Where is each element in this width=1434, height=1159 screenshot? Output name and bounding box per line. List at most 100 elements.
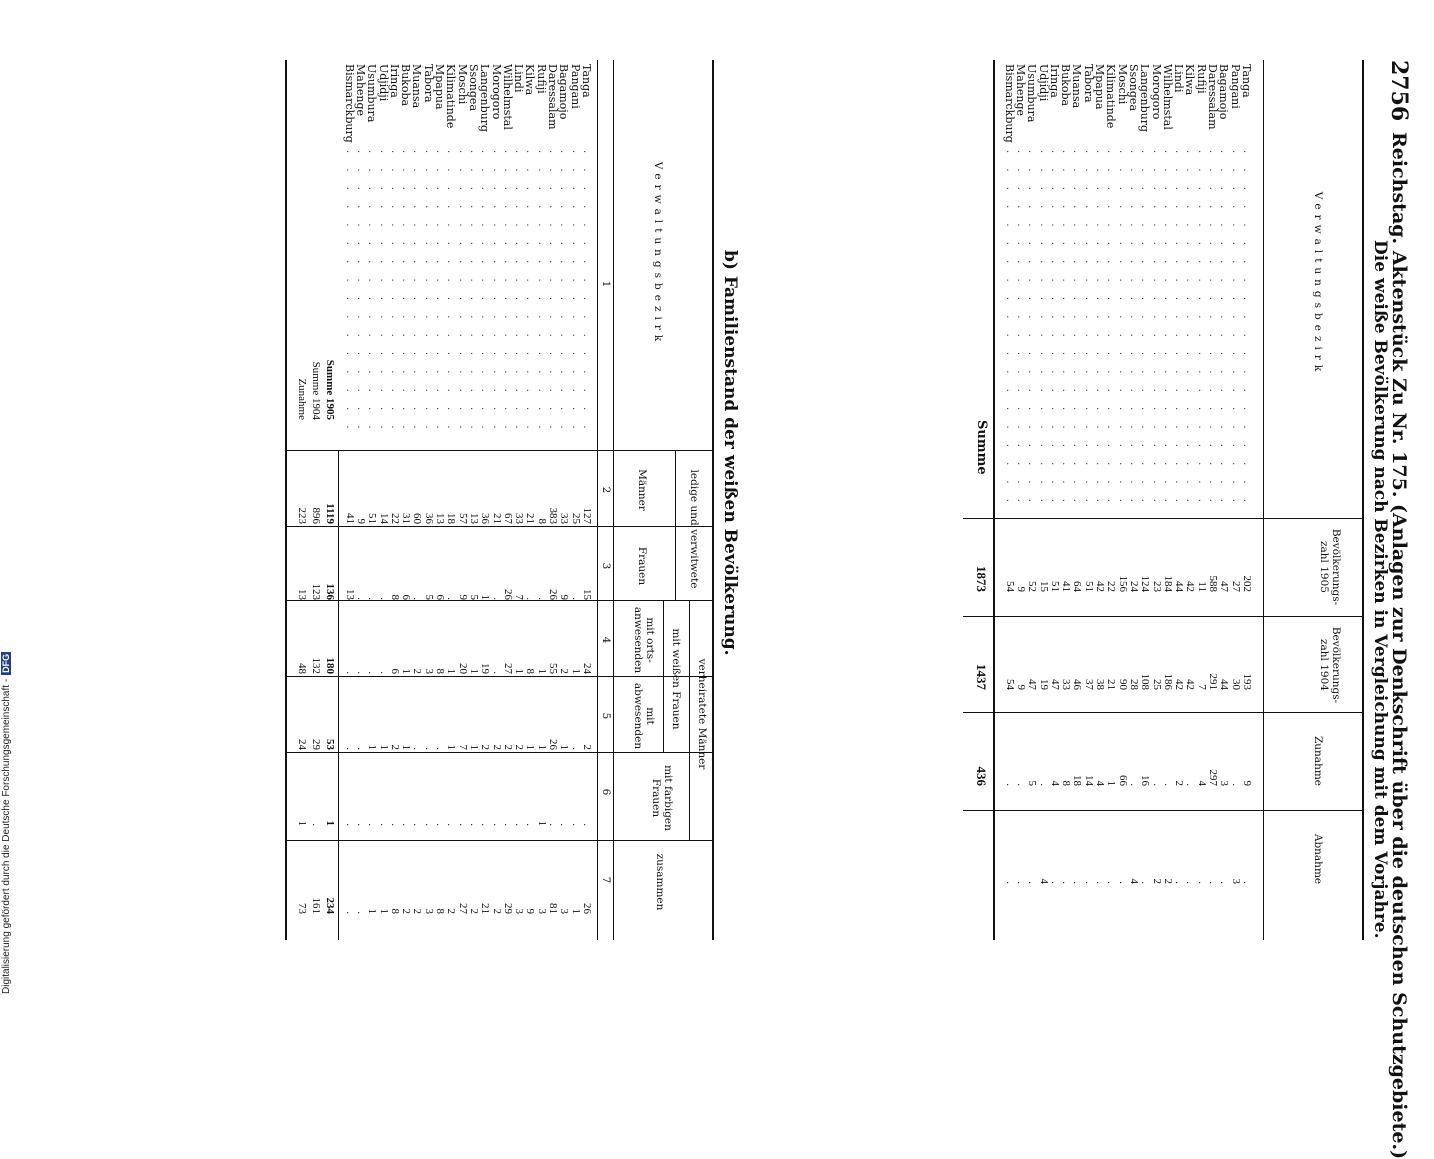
table-row: Bukoba. . . . . . . . . . . . . . . . . … (1059, 60, 1072, 940)
row-pop-1904: 7 (1195, 684, 1208, 691)
table-a-total-row: Summe 1873 1437 436 (974, 60, 989, 940)
row-leader-dots: . . . . . . . . . . . . . . . . . . . . … (400, 150, 412, 440)
row-total: 2 (400, 908, 413, 915)
row-district: Usumbura (1025, 64, 1039, 123)
table-row: Daressalam. . . . . . . . . . . . . . . … (1206, 60, 1219, 940)
row-present: . (377, 671, 390, 674)
row-total: 8 (388, 908, 401, 915)
row-men: 127 (581, 507, 593, 525)
table-b-header-colored: mit farbigen Frauen (650, 765, 674, 831)
row-district: Ssongea (467, 64, 480, 111)
row-colored: . (355, 823, 367, 826)
row-leader-dots: . . . . . . . . . . . . . . . . . . . . … (479, 150, 491, 440)
row-pop-1904: 47 (1026, 679, 1039, 690)
row-pop-1904: 25 (1150, 679, 1163, 690)
table-row: Moschi. . . . . . . . . . . . . . . . . … (456, 60, 469, 940)
row-pop-1904: 19 (1037, 679, 1050, 690)
row-women: . (411, 597, 424, 600)
row-absent: 2 (490, 744, 503, 751)
row-women: 5 (468, 594, 480, 601)
row-pop-1904: 37 (1082, 679, 1095, 690)
table-row: Wilhelmstal. . . . . . . . . . . . . . .… (500, 60, 514, 940)
row-decrease: . (1026, 881, 1039, 884)
row-increase: 2 (1173, 780, 1186, 787)
row-increase: . (1128, 783, 1140, 786)
row-men: 13 (468, 513, 480, 524)
row-increase: 1 (1105, 780, 1118, 787)
table-b-header-district: Verwaltungsbezirk (652, 161, 664, 347)
row-women: . (524, 597, 537, 600)
row-colored: . (456, 823, 469, 826)
row-decrease: 3 (1229, 878, 1242, 885)
row-district: Mahenge (1014, 64, 1027, 117)
row-district: Udjidji (1036, 64, 1050, 102)
table-a-top-rule (1362, 60, 1364, 940)
row-men: 36 (422, 513, 435, 524)
row-men: 18 (445, 513, 458, 524)
row-colored: . (547, 823, 560, 826)
row-total: 27 (456, 903, 469, 914)
page-number: 2756 (1386, 60, 1412, 122)
row-increase: 3 (1218, 780, 1231, 787)
table-row: Bagamojo. . . . . . . . . . . . . . . . … (1217, 60, 1231, 940)
row-district: Muansa (1070, 64, 1084, 109)
row-district: Kilwa (523, 64, 537, 96)
document-page: 2756 Reichstag. Aktenstück Zu Nr. 175. (… (285, 60, 1412, 1159)
row-women: 5 (422, 594, 435, 601)
row-pop-1905: 156 (1116, 575, 1129, 593)
table-b-header-absent: mit abwesenden (632, 682, 656, 750)
row-pop-1905: 27 (1229, 581, 1242, 592)
row-pop-1904: 28 (1128, 679, 1140, 690)
row-decrease: . (1139, 881, 1152, 884)
row-decrease: . (1184, 881, 1197, 884)
summary-women: 13 (296, 589, 309, 600)
row-women: 8 (388, 594, 401, 601)
row-decrease: . (1082, 881, 1095, 884)
row-leader-dots: . . . . . . . . . . . . . . . . . . . . … (513, 150, 525, 440)
row-leader-dots: . . . . . . . . . . . . . . . . . . . . … (1105, 150, 1117, 510)
row-colored: . (479, 823, 492, 826)
summary-row: Summe 1904 896 123 132 29. 161 (310, 60, 322, 940)
row-present: 1 (400, 668, 413, 675)
summary-present: 132 (310, 657, 323, 675)
table-b-subgroup-rule (663, 600, 664, 752)
row-decrease: . (1015, 881, 1027, 884)
row-men: 14 (377, 513, 390, 524)
row-district: Wilhelmstal (1160, 64, 1174, 130)
row-district: Tabora (421, 64, 435, 103)
row-women: . (569, 597, 582, 600)
row-pop-1904: 38 (1094, 679, 1107, 690)
summary-women: 123 (310, 583, 323, 601)
row-district: Wilhelmstal (500, 64, 514, 130)
table-b-header-rule (613, 60, 614, 940)
row-absent: 1 (377, 744, 390, 751)
table-row: Usumbura. . . . . . . . . . . . . . . . … (1025, 60, 1039, 940)
row-men: 33 (513, 513, 526, 524)
row-increase: 16 (1139, 775, 1152, 786)
row-colored: . (513, 823, 526, 826)
table-row: Bagamojo. . . . . . . . . . . . . . . . … (557, 60, 570, 940)
row-decrease: . (1241, 881, 1253, 884)
row-pop-1905: 22 (1105, 581, 1118, 592)
row-decrease: . (1071, 881, 1084, 884)
table-b-col-number: 2 (600, 486, 612, 494)
table-b-header-white-wives: mit weißen Frauen (670, 628, 682, 730)
row-leader-dots: . . . . . . . . . . . . . . . . . . . . … (547, 150, 559, 440)
row-leader-dots: . . . . . . . . . . . . . . . . . . . . … (1015, 150, 1026, 510)
table-b-col-number: 3 (600, 562, 612, 570)
row-present: 20 (456, 663, 469, 674)
row-present: . (343, 671, 356, 674)
row-leader-dots: . . . . . . . . . . . . . . . . . . . . … (1207, 150, 1219, 510)
table-row: Lindi. . . . . . . . . . . . . . . . . .… (512, 60, 526, 940)
row-colored: . (343, 823, 356, 826)
row-pop-1904: 42 (1173, 679, 1186, 690)
summary-present: 48 (296, 663, 309, 674)
table-row: Mahenge. . . . . . . . . . . . . . . . .… (1014, 60, 1027, 940)
row-increase: 14 (1082, 775, 1095, 786)
row-leader-dots: . . . . . . . . . . . . . . . . . . . . … (411, 150, 423, 440)
table-row: Kilimatinde. . . . . . . . . . . . . . .… (1104, 60, 1118, 940)
summary-total: 161 (310, 897, 323, 915)
row-pop-1905: 52 (1026, 581, 1039, 592)
row-leader-dots: . . . . . . . . . . . . . . . . . . . . … (422, 150, 434, 440)
table-a-header-pop-1905: Bevölkerungs- zahl 1905 (1318, 528, 1342, 606)
